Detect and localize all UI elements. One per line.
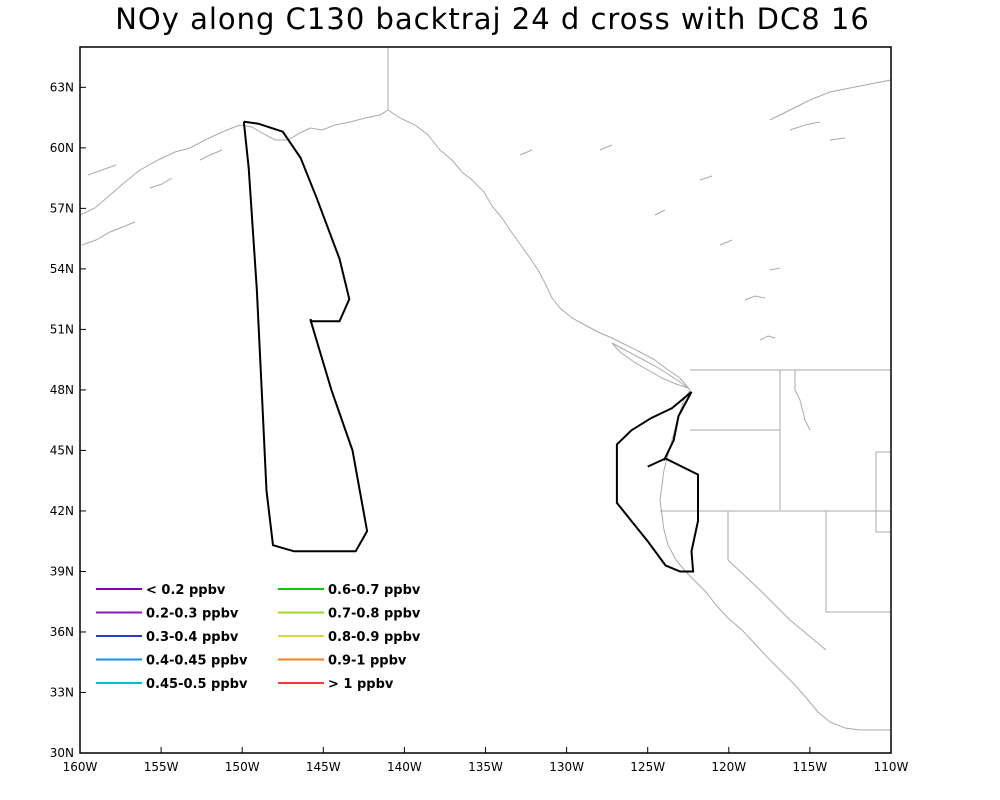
- legend-label: < 0.2 ppbv: [146, 583, 226, 598]
- bc-coastline: [387, 109, 691, 391]
- x-tick-label: 160W: [63, 760, 98, 774]
- washington-oregon-border: [690, 370, 781, 510]
- x-tick-label: 150W: [225, 760, 260, 774]
- y-tick-label: 36N: [50, 625, 74, 639]
- x-tick-label: 125W: [630, 760, 665, 774]
- legend-label: 0.2-0.3 ppbv: [146, 607, 239, 622]
- y-tick-label: 33N: [50, 685, 74, 699]
- legend-label: 0.9-1 ppbv: [328, 654, 407, 669]
- y-tick-label: 60N: [50, 141, 74, 155]
- y-tick-label: 42N: [50, 504, 74, 518]
- idaho-montana-border: [794, 370, 811, 431]
- legend-label: 0.4-0.45 ppbv: [146, 654, 248, 669]
- coastline-and-borders: [80, 48, 891, 731]
- utah-border: [875, 451, 891, 533]
- us-west-coastline: [659, 389, 891, 731]
- canada-lakes: [519, 79, 891, 341]
- trajectory-tracks: [242, 120, 699, 573]
- alaska-coastline: [80, 48, 389, 216]
- alaska-islands: [81, 149, 223, 246]
- x-tick-label: 140W: [387, 760, 422, 774]
- nevada-california-border: [727, 511, 827, 651]
- y-tick-label: 57N: [50, 201, 74, 215]
- x-tick-label: 155W: [144, 760, 179, 774]
- x-tick-label: 120W: [711, 760, 746, 774]
- trajectory-west-line: [242, 120, 369, 553]
- y-tick-label: 63N: [50, 80, 74, 94]
- legend-label: > 1 ppbv: [328, 677, 394, 692]
- y-tick-label: 30N: [50, 746, 74, 760]
- x-tick-label: 145W: [306, 760, 341, 774]
- y-tick-label: 48N: [50, 383, 74, 397]
- y-tick-label: 39N: [50, 564, 74, 578]
- legend-label: 0.3-0.4 ppbv: [146, 630, 239, 645]
- y-axis: 30N 33N 36N 39N 42N 45N 48N 51N 54N 57N 60N 63N: [50, 80, 86, 760]
- legend-label: 0.6-0.7 ppbv: [328, 583, 421, 598]
- legend-label: 0.7-0.8 ppbv: [328, 607, 421, 622]
- y-tick-label: 45N: [50, 443, 74, 457]
- legend-label: 0.8-0.9 ppbv: [328, 630, 421, 645]
- map-title: NOy along C130 backtraj 24 d cross with …: [115, 2, 870, 36]
- y-tick-label: 51N: [50, 322, 74, 336]
- x-axis: 160W 155W 150W 145W 140W 135W 130W 125W 120W 115W…: [63, 747, 909, 774]
- y-tick-label: 54N: [50, 262, 74, 276]
- vancouver-island: [611, 342, 689, 389]
- map-frame: [79, 46, 892, 754]
- legend: < 0.2 ppbv 0.2-0.3 ppbv 0.3-0.4 ppbv 0.4-0.…: [96, 583, 421, 692]
- x-tick-label: 135W: [468, 760, 503, 774]
- legend-label: 0.45-0.5 ppbv: [146, 677, 248, 692]
- x-tick-label: 130W: [549, 760, 584, 774]
- nevada-arizona-border: [825, 511, 891, 613]
- trajectory-east-line: [615, 391, 699, 573]
- x-tick-label: 110W: [874, 760, 909, 774]
- x-tick-label: 115W: [793, 760, 828, 774]
